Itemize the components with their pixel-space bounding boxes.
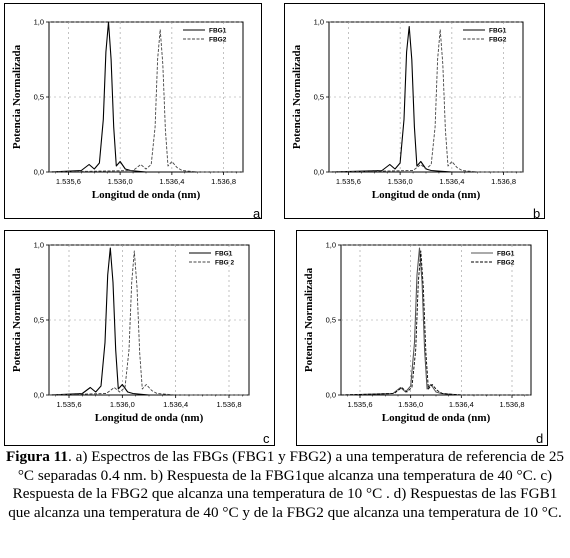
x-tick-label: 1.536,4	[163, 400, 188, 409]
panel-d-frame: 0,0 0,5 1,0 1.535,6 1.536,0 1.536,4 1.536,8 FBG…	[296, 230, 548, 446]
figure-caption: Figura 11. a) Espectros de las FBGs (FBG…	[6, 448, 564, 522]
panel-c-frame: 0,0 0,5 1,0 1.535,6 1.536,0 1.536,4 1.536,8 FBG…	[4, 230, 275, 446]
panel-b-chart: 0,0 0,5 1,0 1.535,6 1.536,0 1.536,4 1.536,8 FBG…	[291, 18, 524, 201]
series-line-2	[340, 250, 531, 396]
panel-b-frame: 0,0 0,5 1,0 1.535,6 1.536,0 1.536,4 1.536,8 FBG…	[284, 3, 545, 221]
y-tick-label: 0,0	[326, 391, 336, 400]
plot-area: 0,0 0,5 1,0 1.535,6 1.536,0 1.536,4 1.536,8 FBG…	[303, 241, 532, 424]
x-tick-label: 1.536,4	[449, 400, 474, 409]
panel-c-chart: 0,0 0,5 1,0 1.535,6 1.536,0 1.536,4 1.536,8 FBG…	[11, 241, 250, 424]
y-axis-label: Potencia Normalizada	[291, 44, 303, 149]
legend-label: FBG1	[215, 250, 233, 257]
panel-c-letter: c	[263, 431, 270, 446]
x-tick-label: 1.536,0	[398, 400, 423, 409]
x-axis-label: Longitud de onda (nm)	[382, 412, 491, 424]
x-tick-label: 1.536,0	[388, 177, 413, 186]
x-tick-label: 1.535,6	[56, 400, 81, 409]
plot-area: 0,0 0,5 1,0 1.535,6 1.536,0 1.536,4 1.536,8 FBG…	[291, 18, 524, 201]
y-tick-label: 0,0	[34, 391, 44, 400]
x-tick-label: 1.536,8	[491, 177, 516, 186]
y-tick-label: 0,0	[314, 168, 324, 177]
x-tick-label: 1.536,0	[108, 177, 133, 186]
panel-a-letter: a	[253, 206, 261, 221]
x-tick-label: 1.536,4	[439, 177, 464, 186]
caption-text: . a) Espectros de las FBGs (FBG1 y FBG2)…	[8, 448, 565, 521]
x-tick-label: 1.536,4	[159, 177, 184, 186]
series-line-2	[328, 29, 523, 173]
plot-area: 0,0 0,5 1,0 1.535,6 1.536,0 1.536,4 1.536,8 FBG…	[11, 18, 244, 201]
legend-label: FBG1	[489, 27, 507, 34]
x-tick-label: 1.535,6	[56, 177, 81, 186]
y-tick-label: 0,5	[314, 93, 324, 102]
panel-d-chart: 0,0 0,5 1,0 1.535,6 1.536,0 1.536,4 1.536,8 FBG…	[303, 241, 532, 424]
x-axis-label: Longitud de onda (nm)	[372, 189, 481, 201]
series-line-2	[48, 250, 249, 396]
x-tick-label: 1.536,8	[216, 400, 241, 409]
legend-label: FBG1	[209, 27, 227, 34]
legend-label: FBG1	[497, 250, 515, 257]
y-tick-label: 0,5	[34, 93, 44, 102]
legend-label: FBG 2	[215, 259, 235, 266]
x-tick-label: 1.535,6	[347, 400, 372, 409]
caption-label: Figura 11	[6, 448, 69, 465]
x-tick-label: 1.535,6	[336, 177, 361, 186]
x-tick-label: 1.536,0	[110, 400, 135, 409]
series-line-2	[48, 29, 243, 173]
panel-d-letter: d	[536, 431, 544, 446]
y-tick-label: 1,0	[314, 18, 324, 27]
x-tick-label: 1.536,8	[211, 177, 236, 186]
panel-a-frame: 0,0 0,5 1,0 1.535,6 1.536,0 1.536,4 1.536,8 FBG…	[4, 3, 262, 221]
y-tick-label: 1,0	[326, 241, 336, 250]
y-axis-label: Potencia Normalizada	[303, 267, 315, 372]
legend-label: FBG2	[209, 36, 227, 43]
y-tick-label: 0,0	[34, 168, 44, 177]
y-tick-label: 1,0	[34, 241, 44, 250]
legend-label: FBG2	[497, 259, 515, 266]
series-line-1	[340, 247, 531, 396]
x-axis-label: Longitud de onda (nm)	[95, 412, 204, 424]
series-line-1	[48, 247, 249, 396]
panel-a-chart: 0,0 0,5 1,0 1.535,6 1.536,0 1.536,4 1.536,8 FBG…	[11, 18, 244, 201]
y-axis-label: Potencia Normalizada	[11, 44, 23, 149]
x-tick-label: 1.536,8	[499, 400, 524, 409]
y-tick-label: 0,5	[326, 316, 336, 325]
series-line-1	[48, 21, 243, 173]
legend-label: FBG2	[489, 36, 507, 43]
y-tick-label: 1,0	[34, 18, 44, 27]
plot-area: 0,0 0,5 1,0 1.535,6 1.536,0 1.536,4 1.536,8 FBG…	[11, 241, 250, 424]
x-axis-label: Longitud de onda (nm)	[92, 189, 201, 201]
y-tick-label: 0,5	[34, 316, 44, 325]
panel-b-letter: b	[533, 206, 541, 221]
y-axis-label: Potencia Normalizada	[11, 267, 23, 372]
series-line-1	[328, 25, 523, 173]
